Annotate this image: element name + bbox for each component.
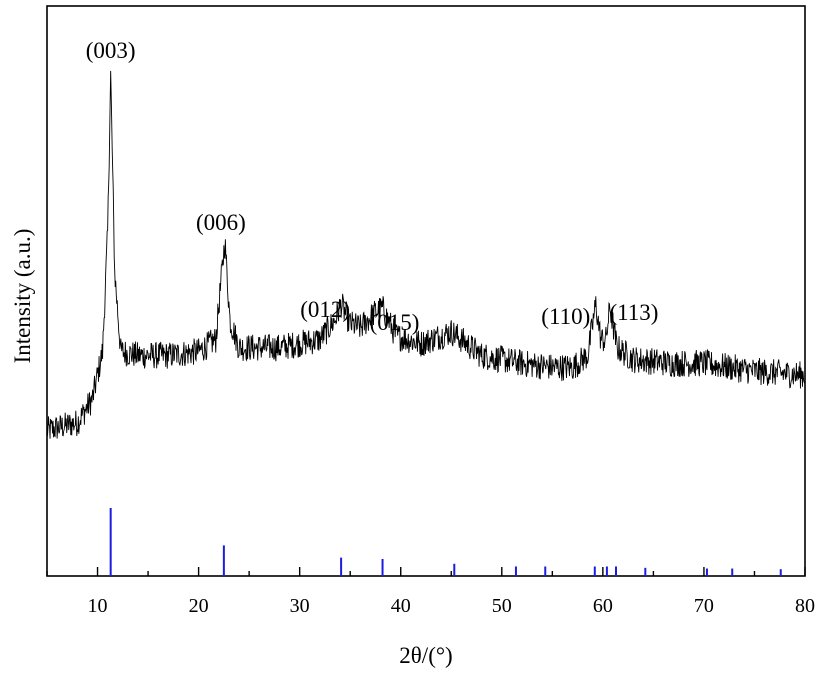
x-tick-label: 20 (189, 595, 209, 617)
x-tick-label: 40 (391, 595, 411, 617)
x-tick-label: 10 (88, 595, 108, 617)
peak-label: (006) (196, 210, 246, 235)
x-axis-ticks (46, 567, 806, 576)
peak-label: (003) (86, 38, 136, 63)
peak-labels: (003) (006) (012) (015) (110) (113) (86, 38, 659, 335)
xrd-pattern-line (46, 70, 806, 439)
peak-label: (113) (609, 300, 658, 325)
x-axis-tick-labels: 10 20 30 40 50 60 70 80 (88, 595, 815, 617)
x-tick-label: 30 (290, 595, 310, 617)
x-axis-title: 2θ/(°) (399, 643, 452, 668)
x-tick-label: 80 (795, 595, 815, 617)
reference-stick-pattern (109, 508, 782, 576)
plot-frame (46, 5, 806, 577)
x-tick-label: 50 (492, 595, 512, 617)
x-tick-label: 70 (694, 595, 714, 617)
x-tick-label: 60 (593, 595, 613, 617)
peak-label: (110) (541, 304, 590, 329)
peak-label: (012) (300, 297, 350, 322)
y-axis-title: Intensity (a.u.) (10, 229, 35, 364)
peak-label: (015) (370, 310, 420, 335)
